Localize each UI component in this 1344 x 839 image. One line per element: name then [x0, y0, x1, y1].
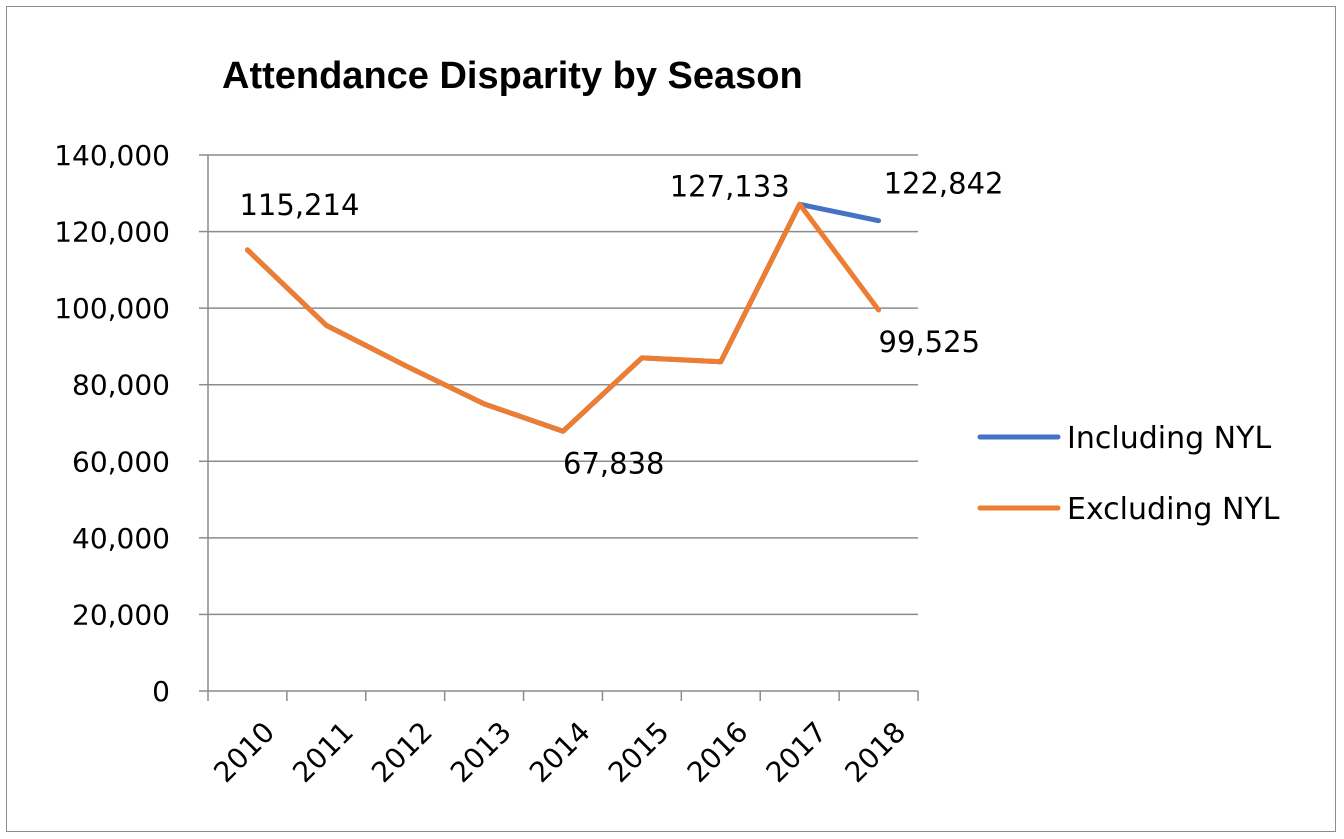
x-tick-label: 2012 [365, 715, 439, 789]
series-lines [244, 201, 882, 434]
y-tick-label: 100,000 [54, 292, 170, 325]
x-axis-ticks: 2010 2011 2012 2013 2014 2015 2016 2017 2018 [207, 715, 912, 789]
x-tick-label: 2014 [523, 715, 597, 789]
chart-frame [6, 6, 1336, 832]
series-line-excluding-nyl [244, 201, 882, 434]
data-label: 127,133 [670, 169, 790, 203]
legend-label: Excluding NYL [1067, 492, 1280, 527]
gridlines [208, 154, 918, 616]
y-tick-label: 120,000 [54, 216, 170, 249]
y-axis-ticks: 0 20,000 40,000 60,000 80,000 100,000 120,000 1… [54, 139, 170, 708]
y-tick-label: 60,000 [72, 445, 170, 478]
y-tick-label: 40,000 [72, 522, 170, 555]
x-tick-label: 2010 [207, 715, 281, 789]
data-label: 115,214 [239, 188, 359, 222]
axes [199, 154, 919, 701]
x-tick-label: 2015 [602, 715, 676, 789]
x-tick-label: 2017 [760, 715, 834, 789]
x-tick-label: 2016 [681, 715, 755, 789]
x-tick-label: 2013 [444, 715, 518, 789]
data-label: 67,838 [563, 446, 664, 480]
chart-title: Attendance Disparity by Season [222, 55, 803, 97]
data-label: 122,842 [884, 167, 1004, 201]
x-tick-label: 2011 [286, 715, 360, 789]
data-label: 99,525 [879, 325, 980, 359]
y-tick-label: 80,000 [72, 369, 170, 402]
legend: Including NYL Excluding NYL [977, 421, 1280, 527]
y-tick-label: 20,000 [72, 598, 170, 631]
y-tick-label: 0 [152, 675, 170, 708]
legend-label: Including NYL [1067, 421, 1271, 456]
data-labels: 115,214 67,838 127,133 122,842 99,525 [239, 167, 1003, 481]
x-tick-label: 2018 [838, 715, 912, 789]
y-tick-label: 140,000 [54, 139, 170, 172]
